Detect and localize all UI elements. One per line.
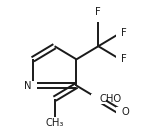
FancyBboxPatch shape — [91, 94, 106, 104]
Text: F: F — [121, 28, 127, 38]
FancyBboxPatch shape — [116, 107, 125, 116]
FancyBboxPatch shape — [116, 29, 125, 38]
Text: F: F — [95, 7, 101, 17]
FancyBboxPatch shape — [116, 55, 125, 64]
Text: O: O — [121, 107, 129, 117]
Text: N: N — [24, 81, 32, 91]
Text: CHO: CHO — [99, 94, 122, 104]
FancyBboxPatch shape — [46, 117, 63, 128]
FancyBboxPatch shape — [28, 81, 37, 90]
Text: F: F — [121, 54, 127, 64]
FancyBboxPatch shape — [94, 13, 103, 22]
Text: CH₃: CH₃ — [45, 118, 64, 128]
